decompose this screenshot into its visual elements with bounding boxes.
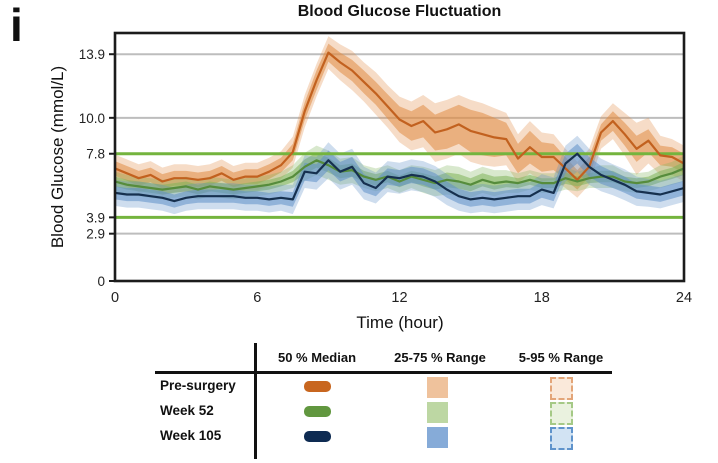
- legend-outer-swatch-week-105: [550, 427, 573, 450]
- y-tick-label-2.9: 2.9: [86, 227, 105, 242]
- legend-iqr-swatch-week-105: [427, 427, 448, 448]
- week-105-iqr-band: [115, 143, 684, 208]
- plot-frame: [113, 31, 686, 283]
- legend-row-label-pre-surgery: Pre-surgery: [160, 378, 236, 393]
- x-tick-label-12: 12: [391, 290, 407, 306]
- week-105-median-line: [115, 152, 684, 203]
- legend-row-label-week-52: Week 52: [160, 403, 214, 418]
- legend-iqr-swatch-week-52: [427, 402, 448, 423]
- range-bands: [115, 36, 684, 215]
- legend-col-outer: 5-95 % Range: [518, 350, 604, 365]
- week-52-median-line: [115, 159, 684, 191]
- y-tick-label-13.9: 13.9: [79, 47, 105, 62]
- y-tick-label-10.0: 10.0: [79, 111, 105, 126]
- legend-divider-horizontal: [155, 371, 612, 374]
- x-tick-label-24: 24: [676, 290, 692, 306]
- legend-divider-vertical: [254, 343, 257, 459]
- y-tick-label-3.9: 3.9: [86, 210, 105, 225]
- legend-col-iqr: 25-75 % Range: [394, 350, 486, 365]
- x-tick-label-6: 6: [253, 290, 261, 306]
- y-tick-label-7.8: 7.8: [86, 147, 105, 162]
- legend-outer-swatch-pre-surgery: [550, 377, 573, 400]
- panel-letter-label: i: [10, 0, 23, 51]
- legend-col-median: 50 % Median: [277, 350, 357, 365]
- legend-iqr-swatch-pre-surgery: [427, 377, 448, 398]
- legend-median-swatch-week-105: [304, 431, 331, 442]
- chart-area: 0 2.9 3.9 7.8 10.0 13.9 0 6 12 18 24 Blood Glucose…: [48, 31, 692, 332]
- x-tick-label-0: 0: [111, 290, 119, 306]
- y-tick-label-0: 0: [97, 274, 105, 289]
- median-lines: [115, 51, 684, 203]
- x-axis-title: Time (hour): [356, 313, 443, 332]
- axis-ticks: 0 2.9 3.9 7.8 10.0 13.9 0 6 12 18 24: [79, 47, 692, 306]
- legend-median-swatch-week-52: [304, 406, 331, 417]
- glucose-line-chart: 0 2.9 3.9 7.8 10.0 13.9 0 6 12 18 24 Blood Glucose…: [48, 31, 692, 332]
- chart-title: Blood Glucose Fluctuation: [297, 3, 502, 20]
- legend-median-swatch-pre-surgery: [304, 381, 331, 392]
- x-tick-label-18: 18: [534, 290, 550, 306]
- target-range-lines: [115, 152, 684, 219]
- legend-row-label-week-105: Week 105: [160, 428, 222, 443]
- legend-outer-swatch-week-52: [550, 402, 573, 425]
- y-axis-title: Blood Glucose (mmol/L): [48, 66, 67, 248]
